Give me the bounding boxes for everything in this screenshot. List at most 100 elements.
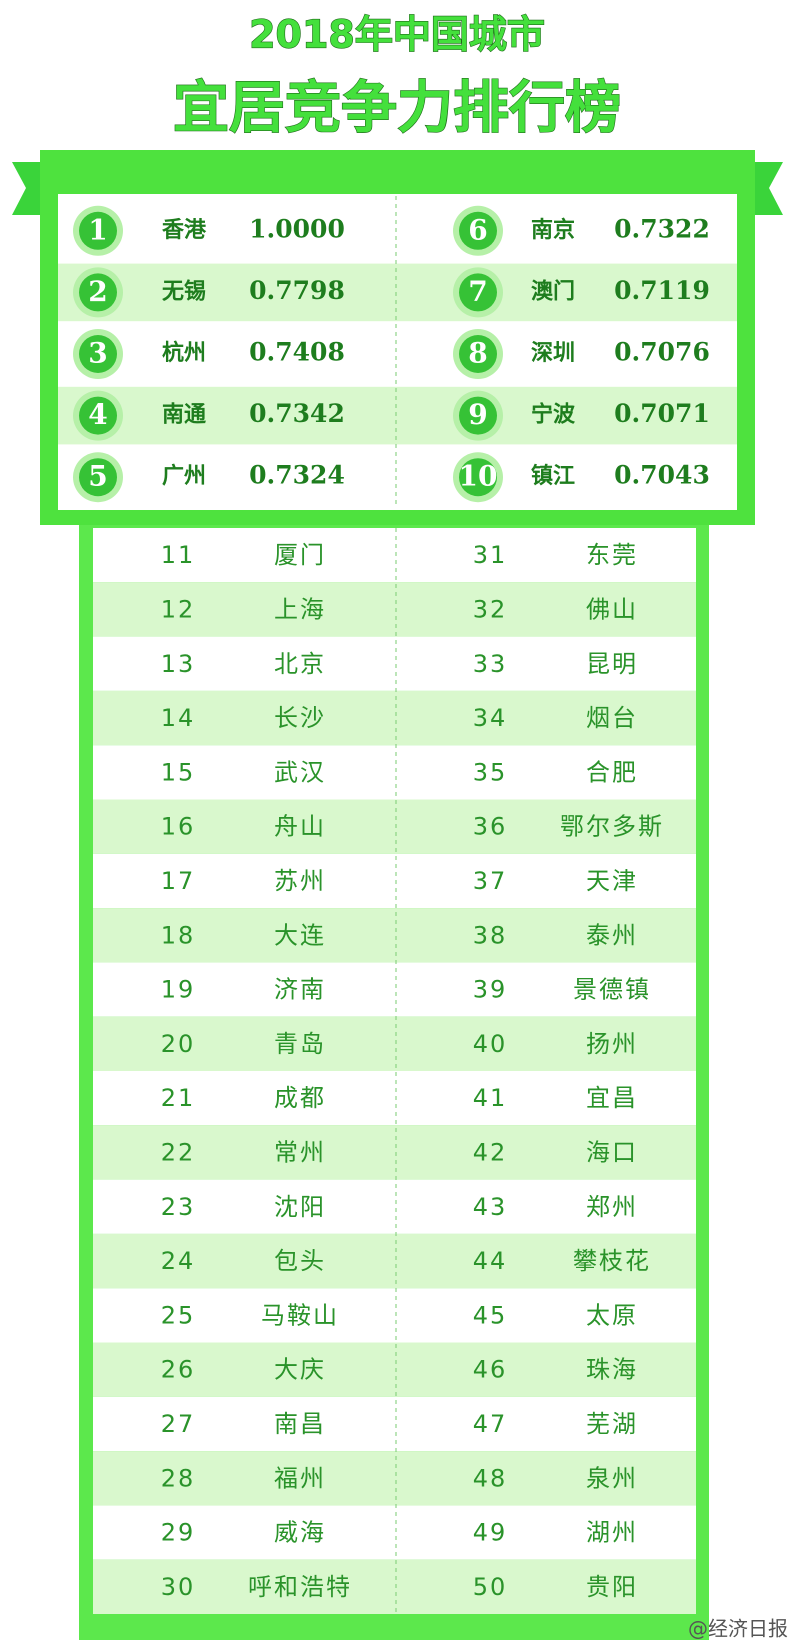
city: 海口 (586, 1138, 638, 1166)
row-band (93, 636, 696, 691)
rank: 24 (161, 1247, 196, 1275)
city: 厦门 (274, 541, 326, 569)
rank: 38 (473, 921, 508, 949)
city: 常州 (274, 1138, 326, 1166)
rank: 43 (473, 1193, 508, 1221)
rank: 42 (473, 1138, 508, 1166)
row-band (93, 1071, 696, 1126)
rank: 16 (161, 813, 196, 841)
badge (79, 396, 117, 435)
city: 鄂尔多斯 (560, 813, 664, 841)
row-band (93, 528, 696, 583)
rank-badge: 8 (468, 337, 487, 370)
ribbon-right (749, 162, 783, 215)
row-band (93, 690, 696, 746)
rank: 21 (161, 1084, 196, 1112)
rank: 19 (161, 976, 196, 1004)
city: 天津 (586, 867, 638, 895)
score: 0.7408 (249, 338, 345, 367)
city: 马鞍山 (261, 1301, 339, 1329)
row-band (93, 582, 696, 637)
city: 香港 (162, 218, 207, 243)
rank: 39 (473, 976, 508, 1004)
badge (459, 335, 497, 373)
city: 杭州 (162, 340, 206, 366)
city: 澳门 (531, 278, 575, 304)
row-band (93, 1559, 696, 1614)
rank: 37 (473, 867, 508, 895)
rank: 31 (473, 541, 508, 569)
city: 郑州 (586, 1193, 638, 1221)
city: 威海 (274, 1519, 326, 1547)
city: 芜湖 (586, 1410, 638, 1438)
rank-badge: 7 (468, 275, 487, 308)
city: 福州 (274, 1464, 326, 1492)
row-band (93, 1125, 696, 1180)
rank-badge: 2 (88, 275, 107, 308)
row-band (93, 908, 696, 963)
row-band (93, 1016, 696, 1071)
city: 上海 (274, 595, 326, 623)
rank: 46 (473, 1356, 508, 1384)
rank: 30 (161, 1573, 196, 1601)
city: 无锡 (162, 279, 206, 304)
city: 宁波 (531, 402, 576, 428)
rank: 48 (473, 1464, 508, 1492)
city: 成都 (274, 1084, 326, 1112)
city: 东莞 (586, 541, 638, 569)
rank-badge: 1 (88, 213, 107, 246)
rank-badge: 4 (88, 398, 107, 431)
city: 大庆 (274, 1356, 326, 1384)
city: 南昌 (274, 1410, 326, 1438)
rank: 35 (473, 758, 508, 786)
badge (459, 458, 497, 497)
city: 太原 (586, 1301, 638, 1329)
rank: 11 (161, 541, 196, 569)
rank: 12 (161, 595, 196, 623)
badge (459, 211, 497, 250)
score: 0.7798 (249, 276, 345, 305)
row-band (93, 1179, 696, 1234)
rank: 49 (473, 1519, 508, 1547)
subtitle: 宜居竞争力排行榜 (173, 76, 621, 141)
row-band (93, 962, 696, 1017)
rank: 25 (161, 1301, 196, 1329)
badge (79, 335, 117, 373)
ribbon-left (12, 162, 46, 215)
city: 呼和浩特 (248, 1573, 352, 1601)
city: 烟台 (586, 704, 638, 732)
city: 贵阳 (586, 1573, 638, 1601)
city: 武汉 (274, 758, 326, 786)
rank: 36 (473, 813, 508, 841)
rank: 23 (161, 1193, 196, 1221)
badge (79, 273, 117, 312)
row-band (58, 263, 737, 322)
rank-badge: 6 (468, 213, 487, 246)
city: 昆明 (586, 650, 638, 678)
rank: 27 (161, 1410, 196, 1438)
score: 0.7322 (614, 214, 710, 243)
badge (79, 458, 117, 497)
city: 合肥 (586, 758, 638, 786)
rank: 15 (161, 758, 196, 786)
rank: 47 (473, 1410, 508, 1438)
city: 长沙 (274, 704, 326, 732)
city: 南京 (531, 217, 575, 243)
rank: 40 (473, 1030, 508, 1058)
row-band (93, 1342, 696, 1397)
row-band (93, 745, 696, 800)
score: 0.7071 (614, 399, 710, 428)
score: 0.7043 (614, 461, 710, 490)
city: 大连 (274, 921, 326, 949)
city: 佛山 (586, 595, 638, 623)
city: 苏州 (274, 867, 326, 895)
score: 0.7342 (249, 399, 345, 428)
rank-badge: 10 (459, 460, 498, 493)
rank-badge: 9 (468, 398, 487, 431)
city: 青岛 (274, 1030, 326, 1058)
city: 珠海 (586, 1356, 638, 1384)
city: 攀枝花 (573, 1247, 651, 1275)
rank: 41 (473, 1084, 508, 1112)
